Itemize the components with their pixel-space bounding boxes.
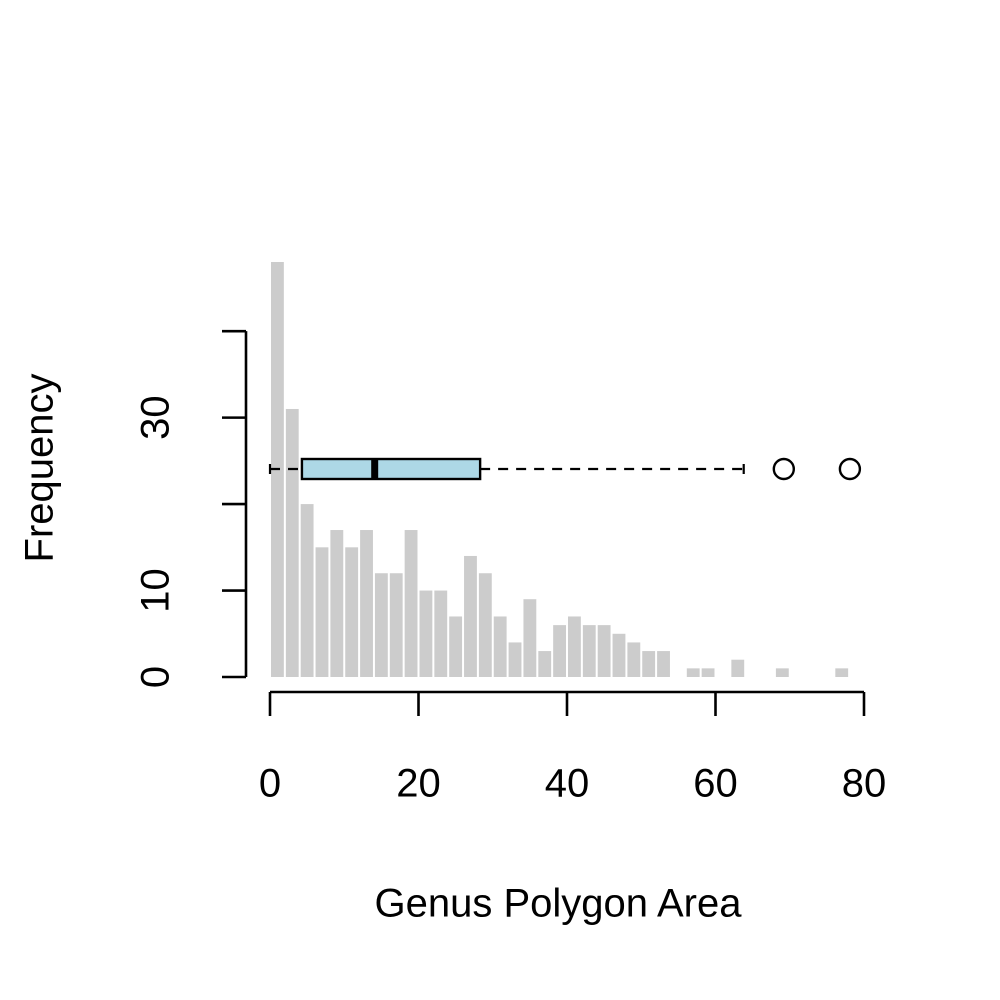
x-tick-label: 20 xyxy=(396,762,441,806)
y-tick-label: 0 xyxy=(134,666,178,688)
histogram-bar xyxy=(612,633,626,677)
histogram-bar xyxy=(300,504,314,677)
histogram-bar xyxy=(582,625,596,677)
histogram-bar xyxy=(627,642,641,677)
histogram-bar xyxy=(449,616,463,677)
histogram-bar xyxy=(835,668,849,677)
histogram-bar xyxy=(597,625,611,677)
histogram-bar xyxy=(419,590,433,677)
histogram-bar xyxy=(642,651,656,677)
histogram-bar xyxy=(731,659,745,677)
histogram-bar xyxy=(374,573,388,677)
histogram-bar xyxy=(553,625,566,677)
x-tick-label: 0 xyxy=(259,762,281,806)
outlier xyxy=(838,457,862,481)
x-tick-label: 80 xyxy=(842,762,887,806)
histogram-bar xyxy=(478,573,492,677)
histogram-bar xyxy=(686,668,700,677)
box xyxy=(300,457,482,481)
histogram-bar xyxy=(285,408,299,677)
histogram-bar xyxy=(434,590,448,677)
histogram-bar xyxy=(389,573,403,677)
x-tick-label: 40 xyxy=(545,762,590,806)
x-tick-label: 60 xyxy=(693,762,738,806)
histogram-bar xyxy=(538,651,552,677)
histogram-bar xyxy=(657,651,670,677)
histogram-bar xyxy=(464,555,477,677)
outlier xyxy=(772,457,796,481)
histogram-bar xyxy=(508,642,522,677)
histogram-bar xyxy=(345,547,359,677)
histogram-bar xyxy=(330,530,344,677)
histogram-bar xyxy=(568,616,581,677)
histogram-bar xyxy=(404,530,418,677)
histogram-bar xyxy=(493,616,507,677)
histogram-bar xyxy=(523,599,537,677)
histogram-bar xyxy=(315,547,329,677)
y-tick-label: 10 xyxy=(134,568,178,613)
histogram-bar xyxy=(775,668,789,677)
y-tick-label: 30 xyxy=(134,395,178,440)
histogram-bar xyxy=(701,668,715,677)
y-axis-label: Frequency xyxy=(18,374,62,563)
histogram-bar xyxy=(360,530,373,677)
x-axis-label: Genus Polygon Area xyxy=(375,882,743,926)
